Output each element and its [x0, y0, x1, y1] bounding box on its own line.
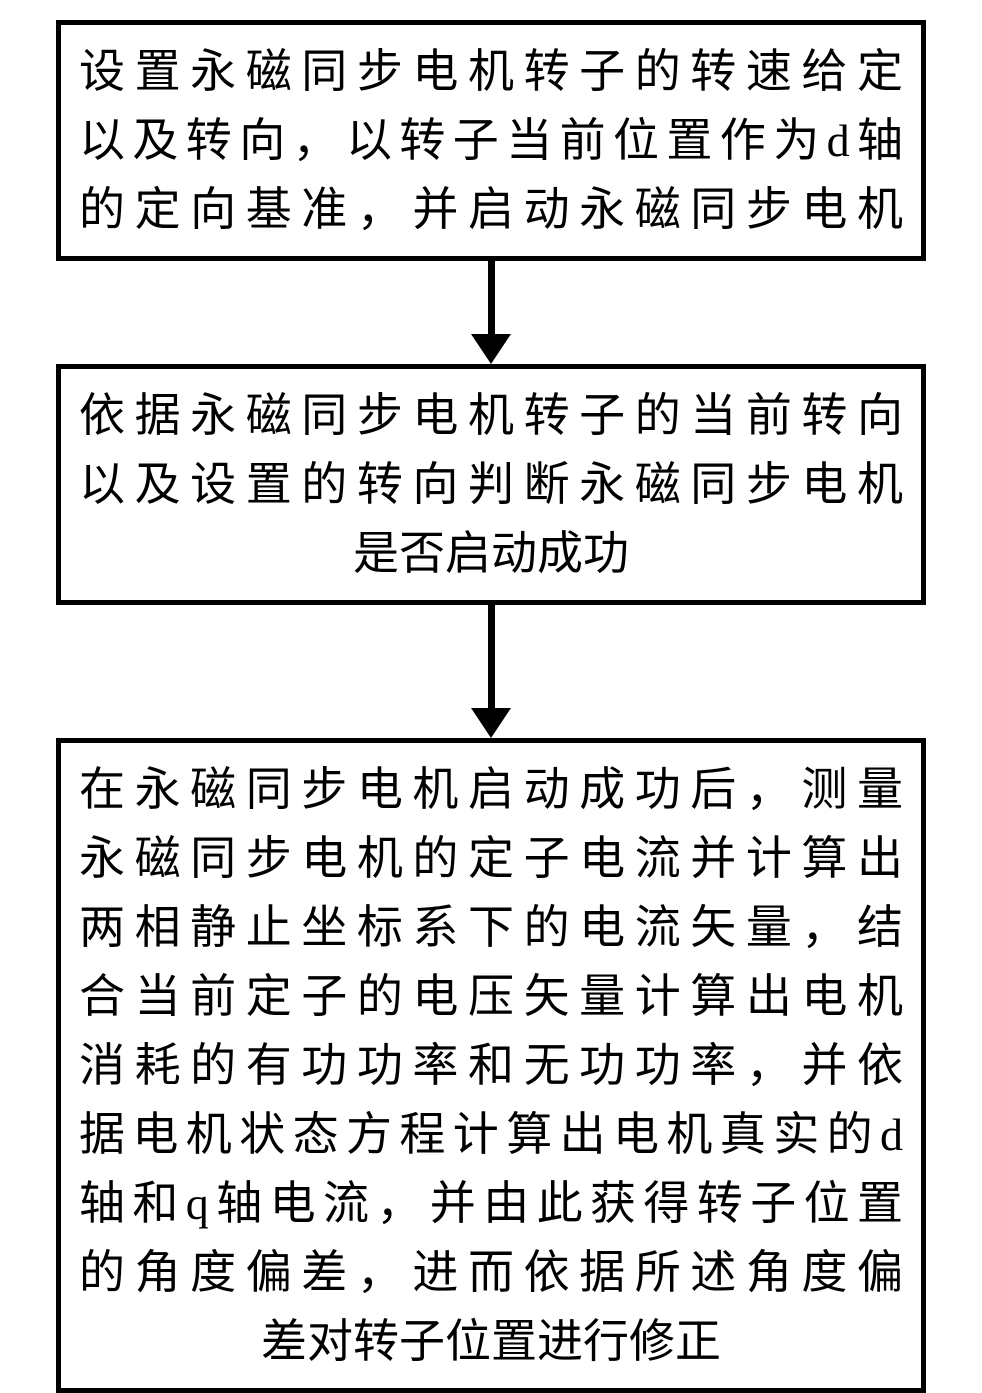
step3-line1: 在永磁同步电机启动成功后，测量 [79, 755, 903, 824]
arrow-1 [471, 261, 511, 364]
step2-line3: 是否启动成功 [79, 519, 903, 588]
step1-line2: 以及转向，以转子当前位置作为d轴 [79, 106, 903, 175]
step1-line1: 设置永磁同步电机转子的转速给定 [79, 37, 903, 106]
step3-line9: 差对转子位置进行修正 [79, 1307, 903, 1376]
step2-line1: 依据永磁同步电机转子的当前转向 [79, 381, 903, 450]
step3-line3: 两相静止坐标系下的电流矢量，结 [79, 893, 903, 962]
step3-line8: 的角度偏差，进而依据所述角度偏 [79, 1238, 903, 1307]
arrow-1-head [471, 334, 511, 364]
step1-line3: 的定向基准，并启动永磁同步电机 [79, 175, 903, 244]
flowchart-step-3: 在永磁同步电机启动成功后，测量 永磁同步电机的定子电流并计算出 两相静止坐标系下… [56, 738, 926, 1393]
step3-line7: 轴和q轴电流，并由此获得转子位置 [79, 1169, 903, 1238]
arrow-1-line [488, 261, 495, 336]
step3-line4: 合当前定子的电压矢量计算出电机 [79, 962, 903, 1031]
flowchart-step-1: 设置永磁同步电机转子的转速给定 以及转向，以转子当前位置作为d轴 的定向基准，并… [56, 20, 926, 261]
arrow-2-line [488, 605, 495, 710]
step3-line5: 消耗的有功功率和无功功率，并依 [79, 1031, 903, 1100]
step3-line2: 永磁同步电机的定子电流并计算出 [79, 824, 903, 893]
arrow-2-head [471, 708, 511, 738]
arrow-2 [471, 605, 511, 738]
step3-line6: 据电机状态方程计算出电机真实的d [79, 1100, 903, 1169]
step2-line2: 以及设置的转向判断永磁同步电机 [79, 450, 903, 519]
flowchart-step-2: 依据永磁同步电机转子的当前转向 以及设置的转向判断永磁同步电机 是否启动成功 [56, 364, 926, 605]
flowchart-container: 设置永磁同步电机转子的转速给定 以及转向，以转子当前位置作为d轴 的定向基准，并… [0, 20, 982, 1393]
